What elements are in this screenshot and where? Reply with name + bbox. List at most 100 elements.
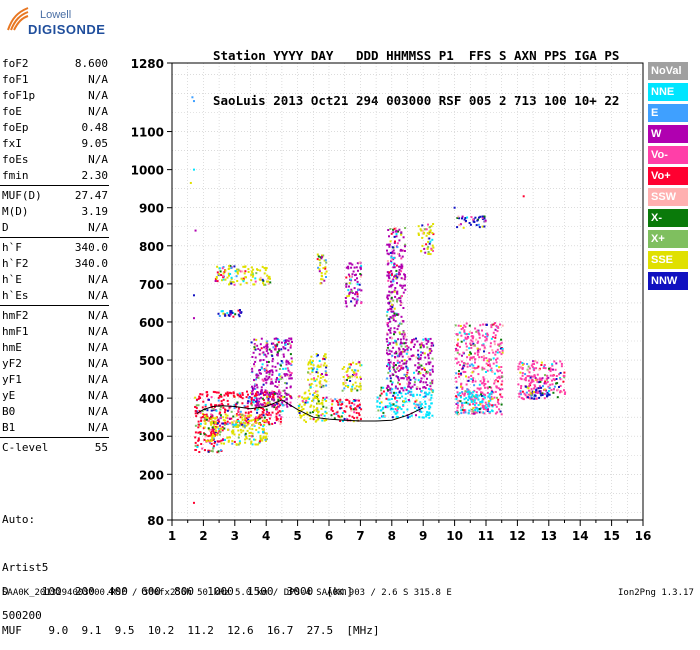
echo-point <box>224 439 226 441</box>
echo-point <box>463 329 466 332</box>
echo-point <box>260 391 263 393</box>
echo-point <box>316 408 319 411</box>
echo-point <box>396 409 399 412</box>
echo-point <box>495 361 498 364</box>
echo-point <box>298 395 301 398</box>
echo-point <box>487 400 490 403</box>
echo-point <box>393 312 396 315</box>
echo-point <box>325 270 328 273</box>
echo-point <box>483 378 486 381</box>
echo-point <box>470 400 473 403</box>
echo-point <box>307 367 310 370</box>
echo-point <box>386 405 389 408</box>
echo-point <box>316 253 319 256</box>
echo-point <box>402 411 405 414</box>
echo-point <box>553 360 556 363</box>
echo-point <box>416 340 419 343</box>
echo-point <box>350 363 352 366</box>
echo-point <box>497 402 500 405</box>
parameter-separator <box>0 305 109 306</box>
echo-point <box>428 407 431 410</box>
echo-point <box>460 340 463 343</box>
echo-point <box>400 267 403 270</box>
echo-point <box>278 410 281 413</box>
echo-point <box>386 388 389 391</box>
echo-point <box>246 405 249 408</box>
echo-point <box>517 365 520 368</box>
echo-point <box>315 414 318 416</box>
echo-point <box>428 348 431 351</box>
echo-point <box>420 351 423 354</box>
echo-point <box>320 278 323 281</box>
echo-point <box>534 391 537 394</box>
echo-point <box>532 391 535 393</box>
echo-point <box>234 270 237 273</box>
echo-point <box>250 410 253 413</box>
echo-point <box>424 387 427 390</box>
echo-point <box>266 343 269 346</box>
echo-point <box>192 317 195 320</box>
echo-point <box>471 394 474 397</box>
x-tick-label: 11 <box>478 529 495 543</box>
echo-point <box>468 222 471 224</box>
echo-point <box>323 419 326 422</box>
echo-point <box>482 411 485 414</box>
echo-point <box>276 377 278 379</box>
echo-point <box>396 394 399 397</box>
echo-point <box>409 386 412 389</box>
echo-point <box>290 364 293 366</box>
echo-point <box>194 396 197 399</box>
echo-point <box>538 390 541 393</box>
echo-point <box>271 360 274 363</box>
echo-point <box>390 350 393 353</box>
echo-point <box>275 415 278 418</box>
echo-point <box>494 328 497 331</box>
echo-point <box>231 311 234 314</box>
echo-point <box>468 324 471 327</box>
echo-point <box>217 418 220 421</box>
echo-point <box>223 411 226 414</box>
echo-point <box>340 407 343 410</box>
parameter-name: foF1 <box>2 73 29 86</box>
echo-point <box>536 387 539 390</box>
echo-point <box>219 406 222 408</box>
echo-point <box>212 421 215 424</box>
echo-point <box>384 406 387 409</box>
echo-point <box>415 356 418 359</box>
echo-point <box>221 429 224 432</box>
echo-point <box>290 377 293 380</box>
echo-point <box>213 406 216 408</box>
echo-point <box>220 274 223 276</box>
echo-point <box>268 395 271 398</box>
echo-point <box>469 356 472 359</box>
echo-point <box>201 406 204 409</box>
parameter-value: N/A <box>88 153 108 166</box>
echo-point <box>558 386 560 388</box>
echo-point <box>345 276 348 279</box>
echo-point <box>548 369 551 371</box>
echo-point <box>220 402 223 405</box>
echo-point <box>390 258 393 261</box>
echo-point <box>520 387 522 390</box>
echo-point <box>472 403 475 405</box>
echo-point <box>255 376 258 379</box>
echo-point <box>411 340 414 343</box>
echo-point <box>465 219 467 222</box>
echo-point <box>498 408 501 411</box>
echo-point <box>479 387 482 390</box>
echo-point <box>427 357 430 360</box>
echo-point <box>260 386 263 389</box>
echo-point <box>244 414 247 417</box>
echo-point <box>398 383 401 386</box>
echo-point <box>430 388 433 391</box>
echo-point <box>458 375 461 378</box>
echo-point <box>390 232 393 235</box>
echo-point <box>393 410 396 413</box>
echo-point <box>427 251 430 253</box>
echo-point <box>231 432 234 435</box>
echo-point <box>401 355 404 358</box>
echo-point <box>260 367 263 370</box>
echo-point <box>418 410 421 413</box>
echo-point <box>415 337 417 340</box>
echo-point <box>211 422 214 425</box>
